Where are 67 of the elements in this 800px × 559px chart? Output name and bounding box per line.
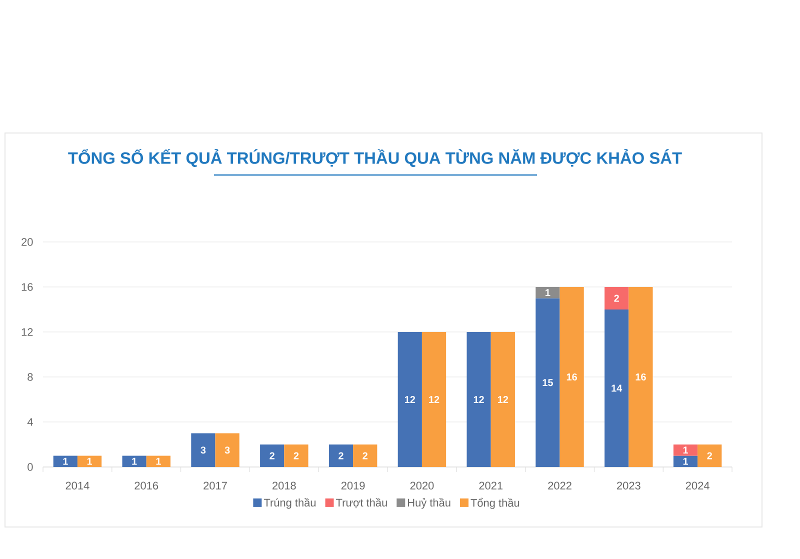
data-label: 3	[200, 446, 206, 454]
data-label: 1	[132, 458, 137, 465]
data-label: 2	[338, 452, 344, 460]
x-tick-label: 2017	[204, 482, 227, 490]
data-label: 12	[429, 396, 440, 403]
bar	[122, 456, 146, 467]
y-tick-label: 8	[28, 373, 33, 381]
bar	[146, 456, 170, 467]
x-tick-label: 2022	[548, 482, 572, 490]
bar	[53, 456, 78, 467]
data-label: 15	[542, 379, 553, 386]
y-tick-label: 16	[22, 283, 33, 291]
data-label: 3	[224, 446, 230, 454]
data-label: 2	[362, 452, 368, 460]
y-tick-label: 4	[27, 418, 33, 426]
bar	[353, 444, 378, 467]
legend-label: Huỷ thầu	[408, 498, 450, 509]
x-tick-label: 2019	[341, 482, 365, 490]
x-tick-label: 2024	[686, 482, 710, 490]
bar	[191, 433, 216, 467]
data-label: 16	[636, 373, 646, 381]
bar	[673, 456, 698, 467]
bar	[422, 332, 446, 467]
bar	[536, 298, 560, 467]
data-label: 2	[294, 452, 299, 460]
x-tick-label: 2023	[617, 482, 640, 490]
bar	[536, 286, 560, 298]
bar	[698, 444, 722, 467]
bar	[260, 444, 284, 467]
x-tick-label: 2014	[66, 482, 90, 490]
data-label: 1	[546, 289, 550, 296]
y-tick-label: 0	[28, 463, 33, 471]
chart-title: TỔNG SỐ KẾT QUẢ TRÚNG/TRƯỢT THẦU QUA TỪNG NĂM ĐƯỢC KHẢO SÁT	[68, 149, 682, 167]
y-tick-label: 12	[22, 328, 33, 336]
x-tick-label: 2018	[272, 482, 296, 490]
data-label: 1	[87, 458, 92, 465]
bar	[466, 332, 491, 467]
data-label: 12	[404, 396, 416, 403]
bar	[673, 444, 698, 456]
x-tick-label: 2021	[479, 482, 503, 490]
bar	[628, 286, 653, 467]
bar	[284, 444, 308, 467]
bar	[398, 332, 422, 467]
bar	[328, 444, 354, 467]
data-label: 2	[707, 452, 712, 460]
data-label: 12	[498, 396, 508, 403]
data-label: 1	[156, 458, 161, 465]
bar	[604, 309, 629, 467]
legend-label: Tổng thầu	[470, 498, 520, 509]
legend-label: Trúng thầu	[264, 498, 316, 509]
data-label: 14	[612, 384, 622, 392]
data-label: 1	[63, 458, 68, 465]
data-label: 12	[474, 396, 484, 403]
data-label: 16	[566, 373, 578, 381]
bar	[560, 286, 584, 467]
bar	[490, 332, 515, 467]
data-label: 2	[270, 452, 274, 460]
bar	[604, 286, 629, 310]
data-label: 1	[683, 446, 688, 454]
y-tick-label: 20	[22, 238, 33, 246]
bar	[77, 456, 102, 467]
bar	[215, 433, 240, 467]
x-tick-label: 2016	[134, 482, 158, 490]
x-tick-label: 2020	[410, 482, 434, 490]
data-label: 1	[683, 458, 688, 465]
legend-label: Trượt thầu	[336, 498, 387, 508]
data-label: 2	[614, 294, 619, 302]
